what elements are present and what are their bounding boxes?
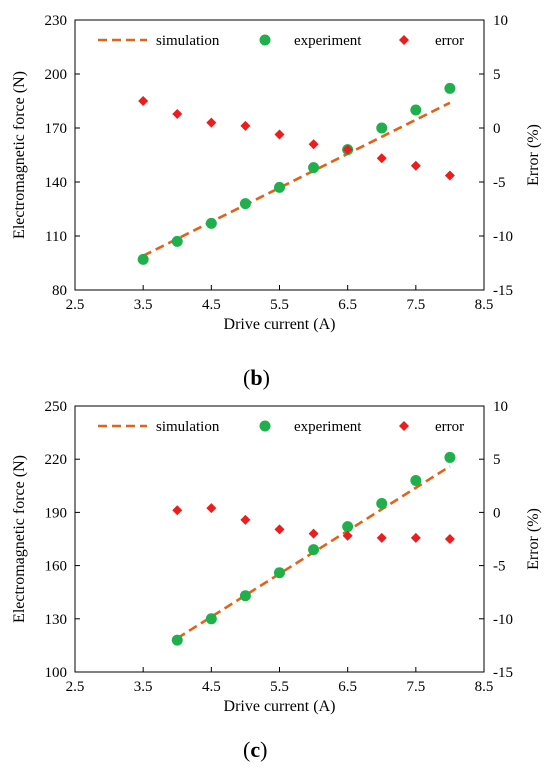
error-point	[342, 530, 353, 541]
error-point	[240, 120, 251, 131]
legend-error-swatch	[399, 421, 409, 431]
y-tick-label: 80	[52, 283, 67, 299]
error-point	[308, 139, 319, 150]
x-tick-label: 4.5	[202, 679, 221, 695]
experiment-point	[444, 82, 456, 94]
simulation-line	[142, 101, 451, 257]
y2-tick-label: 0	[493, 505, 501, 521]
experiment-point	[205, 217, 217, 229]
y-tick-label: 170	[45, 121, 68, 137]
y2-tick-label: -10	[493, 229, 513, 245]
y-tick-label: 190	[45, 505, 68, 521]
error-point	[444, 170, 455, 181]
y2-tick-label: -5	[493, 175, 506, 191]
x-tick-label: 7.5	[406, 679, 425, 695]
error-point	[444, 534, 455, 544]
x-tick-label: 6.5	[338, 297, 357, 313]
y-tick-label: 140	[45, 175, 68, 191]
y2-tick-label: 10	[493, 13, 508, 29]
error-point	[172, 108, 183, 119]
y2-tick-label: -5	[493, 559, 506, 575]
y-tick-label: 160	[45, 559, 68, 575]
plot-frame	[74, 405, 485, 673]
experiment-point	[239, 590, 251, 602]
error-point	[376, 153, 387, 164]
experiment-point	[376, 122, 388, 134]
experiment-point	[239, 198, 251, 210]
x-axis-title: Drive current (A)	[224, 316, 336, 333]
y2-tick-label: 10	[493, 399, 508, 415]
y2-tick-label: 5	[493, 67, 501, 83]
experiment-point	[137, 253, 149, 265]
y-tick-label: 250	[45, 399, 68, 415]
y-tick-label: 100	[45, 665, 68, 681]
x-tick-label: 3.5	[134, 297, 153, 313]
y2-axis-title: Error (%)	[525, 124, 542, 186]
experiment-point	[205, 613, 217, 625]
legend-error-swatch	[399, 35, 409, 45]
chart-panel-c: 2.5 3.5 4.5 5.5 6.5 7.5 8.5100130160190220250-…	[11, 399, 542, 762]
x-tick-label: 8.5	[475, 679, 494, 695]
experiment-point	[444, 451, 456, 463]
plot-frame	[74, 19, 485, 291]
x-axis-title: Drive current (A)	[224, 698, 336, 715]
legend-experiment-label: experiment	[294, 33, 362, 49]
x-tick-label: 5.5	[270, 297, 289, 313]
panel-label: (c)	[243, 737, 267, 762]
error-point	[138, 96, 149, 106]
experiment-point	[308, 162, 320, 174]
error-point	[342, 144, 353, 155]
x-tick-label: 6.5	[338, 679, 357, 695]
error-point	[410, 160, 421, 171]
x-tick-label: 7.5	[406, 297, 425, 313]
experiment-point	[274, 567, 285, 579]
error-point	[410, 532, 421, 543]
x-tick-label: 4.5	[202, 297, 221, 313]
legend-experiment-swatch	[259, 34, 271, 46]
x-tick-label: 5.5	[270, 679, 289, 695]
legend-error-label: error	[435, 33, 464, 49]
error-point	[206, 117, 217, 128]
experiment-point	[410, 104, 422, 116]
y2-tick-label: 0	[493, 121, 501, 137]
panel-label: (b)	[243, 365, 270, 390]
x-tick-label: 2.5	[66, 679, 85, 695]
error-point	[376, 532, 387, 543]
y-axis-title: Electromagnetic force (N)	[11, 71, 28, 239]
y-tick-label: 230	[45, 13, 68, 29]
legend-simulation-label: simulation	[156, 419, 220, 435]
experiment-point	[376, 498, 388, 510]
chart-panel-b: 2.5 3.5 4.5 5.5 6.5 7.5 8.5 80 110 140 170 200 230 -1…	[11, 13, 542, 390]
y-tick-label: 220	[45, 452, 68, 468]
legend-experiment-label: experiment	[294, 419, 362, 435]
error-point	[274, 524, 285, 535]
legend-experiment-swatch	[259, 420, 271, 432]
y-tick-label: 110	[45, 229, 67, 245]
y2-axis-title: Error (%)	[525, 508, 542, 570]
y2-tick-label: -15	[493, 665, 513, 681]
y2-tick-label: -10	[493, 612, 513, 628]
y2-tick-label: -15	[493, 283, 513, 299]
error-point	[308, 528, 319, 539]
y-axis-title: Electromagnetic force (N)	[11, 455, 28, 623]
experiment-point	[342, 521, 354, 533]
y-tick-label: 200	[45, 67, 68, 83]
experiment-point	[171, 634, 183, 646]
legend-simulation-label: simulation	[156, 33, 220, 49]
y-tick-label: 130	[45, 612, 68, 628]
error-point	[206, 503, 217, 514]
x-tick-label: 2.5	[66, 297, 85, 313]
experiment-point	[171, 235, 183, 247]
y2-tick-label: 5	[493, 452, 501, 468]
error-point	[274, 129, 285, 140]
legend-error-label: error	[435, 419, 464, 435]
x-tick-label: 8.5	[475, 297, 494, 313]
experiment-point	[410, 474, 422, 486]
x-tick-label: 3.5	[134, 679, 153, 695]
error-point	[172, 505, 183, 516]
experiment-point	[308, 544, 320, 556]
experiment-point	[274, 181, 285, 193]
error-point	[240, 514, 251, 525]
